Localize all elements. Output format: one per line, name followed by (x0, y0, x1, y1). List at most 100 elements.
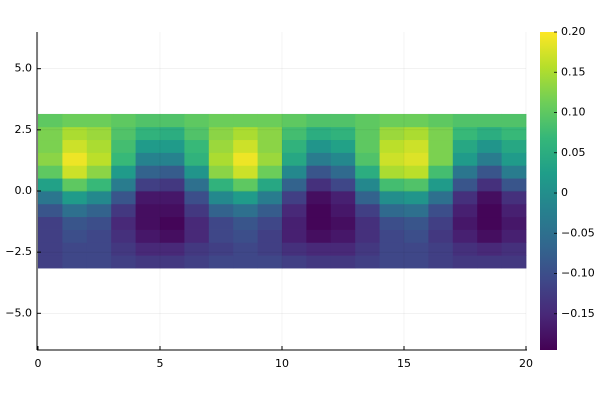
heatmap-cell (184, 229, 210, 243)
heatmap-cell (477, 178, 502, 192)
heatmap-cell (184, 165, 210, 179)
heatmap-cell (355, 203, 380, 218)
heatmap-cell (233, 216, 258, 230)
heatmap-cell (38, 126, 63, 141)
heatmap-cell (38, 242, 63, 256)
heatmap-cell (184, 178, 210, 192)
heatmap-cell (355, 191, 380, 205)
heatmap-cell (111, 203, 136, 218)
heatmap-cell (233, 165, 258, 179)
heatmap-cell (330, 255, 356, 269)
heatmap-cell (428, 152, 454, 166)
heatmap-cell (501, 229, 527, 243)
heatmap-cell (38, 178, 63, 192)
heatmap-cell (208, 255, 234, 269)
heatmap-cell (306, 255, 332, 269)
heatmap-cell (404, 242, 429, 256)
heatmap-cell (379, 113, 405, 128)
heatmap-cell (379, 178, 405, 192)
colorbar-tick-label: 0.10 (561, 106, 586, 119)
heatmap-cell (160, 242, 185, 256)
heatmap-cell (160, 165, 185, 179)
heatmap-cell (330, 191, 356, 205)
heatmap-cell (282, 139, 307, 153)
heatmap-cell (477, 242, 502, 256)
heatmap-cell (355, 242, 380, 256)
heatmap-cell (135, 216, 161, 230)
heatmap-cell (38, 216, 63, 230)
heatmap-cell (404, 126, 429, 141)
heatmap-cell (160, 203, 185, 218)
heatmap-cell (306, 229, 332, 243)
heatmap-cell (208, 242, 234, 256)
heatmap-cell (86, 139, 112, 153)
heatmap-cell (477, 165, 502, 179)
heatmap-cell (86, 255, 112, 269)
heatmap-cell (233, 203, 258, 218)
heatmap-cell (452, 126, 478, 141)
heatmap-cell (330, 165, 356, 179)
heatmap-cell (282, 255, 307, 269)
heatmap-cell (135, 203, 161, 218)
heatmap-cell (208, 113, 234, 128)
x-tick-label: 10 (275, 357, 289, 370)
heatmap-cell (452, 139, 478, 153)
colorbar-tick-label: 0.15 (561, 65, 586, 78)
heatmap-cell (355, 126, 380, 141)
heatmap-cell (282, 191, 307, 205)
heatmap-cell (160, 113, 185, 128)
heatmap-cell (452, 178, 478, 192)
heatmap-cell (38, 113, 63, 128)
heatmap-cell (208, 126, 234, 141)
heatmap-cell (355, 216, 380, 230)
heatmap-cell (330, 178, 356, 192)
heatmap-cell (452, 191, 478, 205)
heatmap-cell (62, 242, 88, 256)
heatmap-cell (428, 191, 454, 205)
heatmap-cell (501, 255, 527, 269)
heatmap-cell (86, 165, 112, 179)
heatmap-cell (184, 255, 210, 269)
heatmap-cell (184, 152, 210, 166)
heatmap-cell (86, 229, 112, 243)
heatmap-cell (355, 229, 380, 243)
heatmap-cell (111, 139, 136, 153)
heatmap-cell (404, 216, 429, 230)
heatmap-cell (111, 126, 136, 141)
heatmap-cell (306, 113, 332, 128)
heatmap-cell (208, 229, 234, 243)
heatmap-cell (38, 139, 63, 153)
heatmap-cell (38, 203, 63, 218)
heatmap-cell (330, 152, 356, 166)
heatmap-cell (330, 126, 356, 141)
heatmap-cell (404, 139, 429, 153)
heatmap-cell (86, 242, 112, 256)
heatmap-cell (452, 152, 478, 166)
heatmap-cell (379, 191, 405, 205)
heatmap-cell (306, 191, 332, 205)
heatmap-cell (111, 255, 136, 269)
heatmap-cell (38, 255, 63, 269)
colorbar-tick-label: 0.05 (561, 146, 586, 159)
heatmap-cell (282, 242, 307, 256)
heatmap-cell (404, 229, 429, 243)
heatmap-cell (62, 216, 88, 230)
heatmap-cell (62, 229, 88, 243)
heatmap-cell (233, 113, 258, 128)
heatmap-cell (111, 178, 136, 192)
heatmap-cell (257, 255, 283, 269)
heatmap-cell (208, 152, 234, 166)
heatmap-cell (330, 229, 356, 243)
heatmap-cell (452, 165, 478, 179)
x-tick-label: 20 (519, 357, 533, 370)
heatmap-cell (257, 126, 283, 141)
heatmap-cell (379, 152, 405, 166)
heatmap-cell (160, 216, 185, 230)
heatmap-cell (404, 203, 429, 218)
heatmap-cell (501, 165, 527, 179)
heatmap-cell (404, 165, 429, 179)
heatmap-cell (355, 152, 380, 166)
heatmap-cell (379, 229, 405, 243)
heatmap-cell (428, 126, 454, 141)
